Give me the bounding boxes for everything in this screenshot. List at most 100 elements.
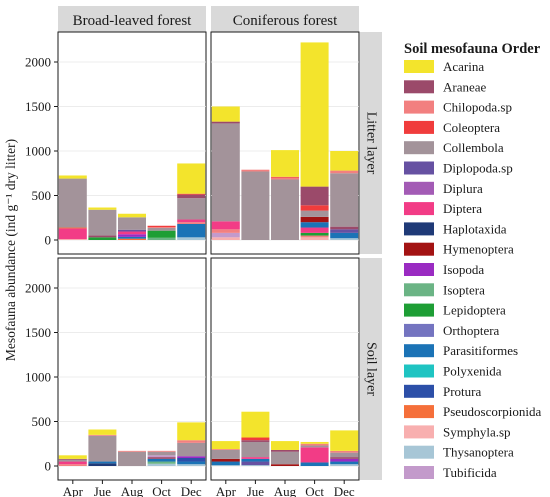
bar-segment-oct-thysanoptera: [147, 463, 176, 466]
bar-segment-oct-coleoptera: [147, 225, 176, 228]
bar-segment-dec-araneae: [330, 226, 359, 230]
y-axis-title: Mesofauna abundance (ind g⁻¹ dry litter): [3, 139, 18, 361]
bar-segment-oct-chilopoda-sp: [300, 443, 329, 446]
bar-segment-dec-protura: [177, 457, 206, 462]
bar-segment-dec-collembola: [330, 173, 359, 227]
bar-segment-aug-acarina: [271, 150, 299, 177]
bar-segment-dec-thysanoptera: [177, 464, 206, 466]
bar-segment-jue-araneae: [88, 235, 117, 238]
bar-segment-dec-araneae: [330, 457, 359, 459]
bar-segment-aug-collembola: [271, 179, 299, 240]
bar-segment-apr-acarina: [211, 441, 240, 450]
bar-segment-aug-pseudoscorpionida: [118, 238, 146, 240]
bar-segment-apr-araneae: [58, 458, 87, 460]
legend-label-pseudoscorpionida: Pseudoscorpionida: [443, 404, 541, 419]
legend-label-parasitiformes: Parasitiformes: [443, 343, 518, 358]
x-tick-label-jue: Jue: [94, 484, 112, 497]
bar-segment-dec-acarina: [177, 163, 206, 194]
bar-segment-apr-acarina: [58, 455, 87, 459]
bar-segment-jue-acarina: [241, 411, 270, 438]
facet-strip-soil-layer: [360, 258, 382, 480]
bar-segment-dec-araneae: [177, 194, 206, 199]
bar-segment-apr-hymenoptera: [211, 458, 240, 462]
bar-segment-apr-thysanoptera: [211, 465, 240, 466]
bar-segment-oct-parasitiformes: [300, 462, 329, 466]
y-tick-label: 500: [32, 414, 52, 429]
bar-segment-apr-diptera: [211, 221, 240, 230]
legend-label-coleoptera: Coleoptera: [443, 120, 500, 135]
legend-swatch-tubificida: [404, 466, 434, 479]
bar-segment-jue-chilopoda-sp: [88, 434, 117, 436]
legend-label-hymenoptera: Hymenoptera: [443, 242, 514, 257]
legend-swatch-diptera: [404, 202, 434, 216]
bar-segment-dec-coleoptera: [177, 193, 206, 195]
legend-label-symphyla-sp: Symphyla.sp: [443, 424, 511, 439]
legend-swatch-symphyla-sp: [404, 425, 434, 439]
x-tick-label-apr: Apr: [216, 484, 237, 497]
legend-label-acarina: Acarina: [443, 59, 484, 74]
bar-segment-dec-parasitiformes: [177, 223, 206, 238]
bar-segment-dec-acarina: [330, 151, 359, 171]
legend-label-chilopoda-sp: Chilopoda.sp: [443, 100, 512, 115]
bar-segment-apr-tubificida: [211, 232, 240, 238]
legend-swatch-isopoda: [404, 263, 434, 276]
legend-label-diptera: Diptera: [443, 201, 482, 216]
bar-segment-jue-chilopoda-sp: [241, 169, 270, 172]
bar-segment-aug-acarina: [271, 441, 299, 450]
bar-segment-jue-coleoptera: [241, 437, 270, 441]
bar-segment-oct-chilopoda-sp: [147, 450, 176, 452]
bar-segment-oct-chilopoda-sp: [147, 227, 176, 228]
bar-segment-dec-acarina: [330, 430, 359, 451]
bar-segment-aug-coleoptera: [271, 176, 299, 178]
legend: Acarina Araneae Chilopoda.sp Coleoptera Coll…: [404, 59, 541, 480]
panel-coniferous-soil: [210, 257, 360, 481]
bar-segment-apr-collembola: [58, 178, 87, 228]
bar-segment-dec-thysanoptera: [177, 237, 206, 240]
bar-segment-aug-diptera: [118, 231, 146, 235]
legend-swatch-chilopoda-sp: [404, 100, 434, 114]
bar-segment-dec-thysanoptera: [330, 464, 359, 466]
bar-segment-oct-lepidoptera: [300, 232, 329, 236]
panel-coniferous-litter: [210, 31, 360, 255]
bar-segment-oct-isoptera: [147, 237, 176, 241]
bar-segment-dec-parasitiformes: [177, 461, 206, 465]
bar-segment-apr-chilopoda-sp: [58, 464, 87, 466]
bar-segment-aug-isopoda: [118, 234, 146, 237]
bar-segment-jue-lepidoptera: [88, 237, 117, 240]
legend-label-diplopoda-sp: Diplopoda.sp: [443, 161, 513, 176]
legend-label-protura: Protura: [443, 384, 482, 399]
bar-segment-jue-diptera: [241, 457, 270, 459]
y-tick-label: 2000: [25, 281, 51, 296]
bar-segment-jue-parasitiformes: [241, 458, 270, 462]
bar-segment-oct-araneae: [147, 457, 176, 459]
bar-segment-dec-chilopoda-sp: [330, 170, 359, 174]
y-tick-label: 0: [45, 459, 52, 474]
bar-segment-oct-parasitiformes: [300, 222, 329, 228]
legend-label-tubificida: Tubificida: [443, 465, 497, 480]
bar-segment-dec-isopoda: [177, 456, 206, 458]
legend-label-isoptera: Isoptera: [443, 282, 485, 297]
y-tick-label: 1000: [25, 144, 51, 159]
legend-swatch-orthoptera: [404, 323, 434, 337]
y-tick-label: 2000: [25, 55, 51, 70]
bar-segment-jue-collembola: [88, 209, 117, 236]
y-tick-label: 500: [32, 188, 52, 203]
x-tick-label-aug: Aug: [121, 484, 144, 497]
bar-segment-apr-collembola: [211, 449, 240, 459]
legend-swatch-haplotaxida: [404, 222, 434, 236]
bar-segment-oct-diptera: [300, 227, 329, 233]
panel-broad-leaved-litter: [57, 31, 207, 255]
bar-segment-oct-collembola: [300, 210, 329, 217]
bar-segment-jue-acarina: [88, 207, 117, 210]
bar-segment-aug-collembola: [271, 451, 299, 465]
legend-label-orthoptera: Orthoptera: [443, 323, 500, 338]
bar-segment-apr-pseudoscorpionida: [58, 227, 87, 229]
x-tick-label-apr: Apr: [63, 484, 84, 497]
bar-segment-aug-acarina: [118, 213, 146, 218]
bar-segment-dec-thysanoptera: [330, 238, 359, 240]
bar-segment-jue-collembola: [241, 171, 270, 240]
legend-label-lepidoptera: Lepidoptera: [443, 303, 506, 318]
legend-swatch-pseudoscorpionida: [404, 405, 434, 419]
y-tick-label: 1500: [25, 99, 51, 114]
